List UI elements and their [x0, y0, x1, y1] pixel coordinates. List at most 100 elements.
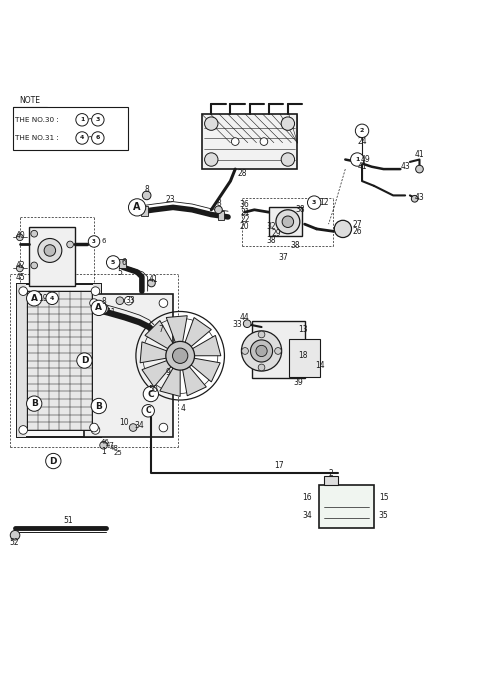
Circle shape [308, 196, 321, 210]
Text: 49: 49 [360, 155, 370, 164]
Text: 2: 2 [329, 468, 333, 477]
Text: 22: 22 [240, 215, 250, 224]
Text: 18: 18 [299, 351, 308, 360]
Circle shape [159, 299, 168, 307]
Bar [217, 211, 224, 220]
Text: 32: 32 [266, 222, 276, 231]
Circle shape [99, 304, 108, 314]
Text: 6: 6 [121, 258, 126, 267]
Bar [141, 206, 148, 216]
Circle shape [19, 287, 27, 296]
Circle shape [142, 405, 155, 417]
Text: C: C [147, 390, 154, 399]
Circle shape [204, 153, 218, 166]
Circle shape [260, 138, 268, 145]
Text: 4: 4 [50, 296, 54, 301]
Bar [120, 258, 126, 268]
Text: 27: 27 [352, 220, 362, 228]
Text: B: B [96, 401, 102, 410]
Text: 23: 23 [166, 195, 175, 204]
Text: 17: 17 [274, 461, 284, 471]
Text: 11: 11 [106, 308, 116, 317]
Polygon shape [145, 321, 175, 351]
Circle shape [281, 117, 295, 130]
Circle shape [91, 287, 100, 296]
Text: 8: 8 [216, 199, 221, 208]
Circle shape [334, 220, 351, 237]
Circle shape [77, 353, 92, 368]
Circle shape [116, 297, 124, 304]
Text: 14: 14 [315, 361, 325, 370]
Circle shape [31, 231, 37, 237]
Circle shape [143, 386, 158, 401]
Text: D: D [49, 456, 57, 466]
Circle shape [16, 234, 23, 241]
Bar [324, 477, 338, 485]
Circle shape [91, 426, 100, 434]
Circle shape [416, 165, 423, 173]
Text: 29: 29 [271, 229, 281, 238]
Circle shape [282, 216, 294, 228]
Circle shape [258, 331, 265, 338]
Text: 8: 8 [101, 297, 106, 306]
Circle shape [67, 241, 73, 248]
Bar [269, 207, 302, 236]
Text: 51: 51 [63, 517, 72, 525]
Text: 1: 1 [80, 117, 84, 122]
Text: 42: 42 [16, 261, 25, 270]
Circle shape [166, 342, 194, 370]
Text: 10: 10 [120, 418, 129, 427]
Circle shape [124, 296, 133, 305]
Text: 5: 5 [117, 268, 122, 277]
Circle shape [172, 348, 188, 363]
Text: 25: 25 [114, 450, 122, 456]
Polygon shape [182, 363, 206, 396]
Text: 38: 38 [295, 205, 305, 214]
Circle shape [31, 262, 37, 268]
Text: 41: 41 [415, 151, 424, 159]
Circle shape [159, 423, 168, 432]
Circle shape [256, 345, 267, 357]
Text: 13: 13 [299, 325, 308, 334]
Text: 28: 28 [238, 170, 247, 178]
Polygon shape [142, 359, 174, 387]
Bar [17, 284, 26, 437]
Text: 6: 6 [96, 136, 100, 140]
Text: 43: 43 [415, 193, 424, 202]
Circle shape [275, 348, 281, 355]
Text: 12: 12 [319, 198, 328, 207]
Circle shape [44, 245, 56, 256]
Circle shape [10, 530, 20, 540]
Polygon shape [189, 336, 221, 356]
Text: A: A [96, 303, 102, 313]
Text: 37: 37 [278, 253, 288, 262]
Text: 38: 38 [266, 237, 276, 245]
Text: 9: 9 [166, 368, 171, 377]
Text: 34: 34 [302, 511, 312, 519]
Text: 19: 19 [38, 294, 48, 303]
Circle shape [76, 132, 88, 144]
Circle shape [16, 265, 23, 272]
Circle shape [355, 124, 369, 138]
Text: 46: 46 [101, 439, 109, 445]
Text: 39: 39 [293, 378, 303, 386]
Circle shape [100, 441, 108, 449]
Text: 8: 8 [144, 184, 149, 194]
Circle shape [350, 153, 364, 166]
Text: 36: 36 [240, 201, 250, 210]
Text: THE NO.30 :: THE NO.30 : [15, 117, 59, 123]
Text: 4: 4 [180, 404, 185, 413]
Circle shape [46, 292, 59, 304]
Text: D: D [81, 356, 88, 365]
Text: 41: 41 [357, 162, 367, 172]
Circle shape [90, 299, 98, 307]
Text: 26: 26 [352, 227, 362, 236]
Circle shape [281, 153, 295, 166]
Circle shape [129, 199, 146, 216]
Bar [84, 294, 173, 437]
Text: 47: 47 [106, 442, 114, 448]
Circle shape [243, 320, 251, 327]
Circle shape [107, 256, 120, 269]
Polygon shape [183, 317, 211, 350]
Text: 2: 2 [360, 128, 364, 134]
